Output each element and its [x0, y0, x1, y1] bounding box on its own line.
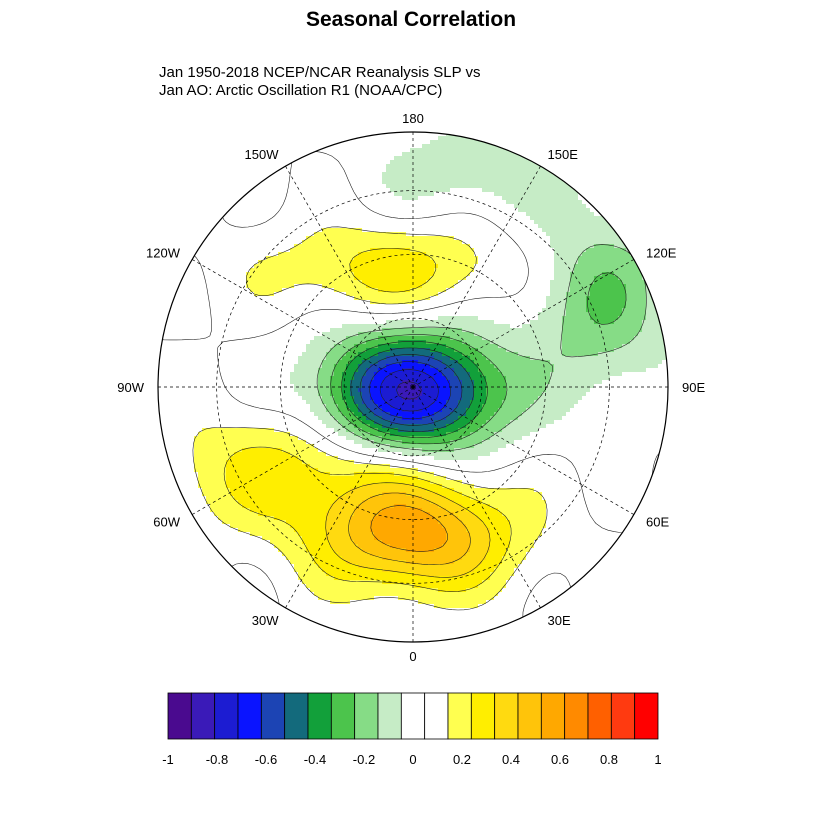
colorbar-swatch [284, 692, 309, 740]
colorbar-legend: -1 -0.8 -0.6 -0.4 -0.2 0 0.2 0.4 0.6 0.8 1 [162, 692, 662, 767]
colorbar-swatch [540, 692, 566, 740]
longitude-label: 0 [409, 649, 416, 664]
colorbar-swatch [400, 692, 426, 740]
longitude-label: 90E [682, 380, 705, 395]
colorbar-tick-label: -0.4 [304, 752, 326, 767]
chart-subtitle-line1: Jan 1950-2018 NCEP/NCAR Reanalysis SLP v… [159, 64, 481, 81]
colorbar-tick-label: 0.6 [551, 752, 569, 767]
colorbar-swatch [447, 692, 472, 740]
map-boundary [157, 131, 669, 643]
colorbar-swatch [470, 692, 496, 740]
meridian-line [412, 259, 634, 388]
colorbar-swatch [424, 692, 449, 740]
colorbar-swatch [517, 692, 542, 740]
colorbar-swatch [494, 692, 519, 740]
meridian-line [412, 386, 634, 515]
meridian-line [412, 386, 541, 608]
meridian-line [412, 166, 541, 388]
correlation-field [158, 132, 668, 642]
longitude-labels: 180 150E 120E 90E 60E 30E 0 30W 60W 90W 120W 150W [117, 111, 705, 664]
colorbar-swatch [587, 692, 612, 740]
longitude-label: 120E [646, 246, 677, 261]
longitude-label: 60E [646, 515, 669, 530]
longitude-label: 180 [402, 111, 424, 126]
longitude-label: 60W [153, 515, 180, 530]
colorbar-tick-label: -0.8 [206, 752, 228, 767]
meridian-line [285, 166, 414, 388]
colorbar-tick-label: 0.8 [600, 752, 618, 767]
meridian-line [192, 259, 414, 388]
meridian-line [285, 386, 414, 608]
colorbar-swatch [260, 692, 286, 740]
chart-subtitle-line2: Jan AO: Arctic Oscillation R1 (NOAA/CPC) [159, 82, 443, 99]
meridian-line [192, 386, 414, 515]
colorbar-swatch [634, 692, 659, 740]
colorbar-swatch [354, 692, 379, 740]
longitude-label: 30E [548, 613, 571, 628]
longitude-label: 150E [548, 147, 579, 162]
colorbar-tick-label: -1 [162, 752, 174, 767]
colorbar-tick-label: 0.4 [502, 752, 520, 767]
longitude-label: 90W [117, 380, 144, 395]
longitude-label: 150W [245, 147, 280, 162]
chart-title: Seasonal Correlation [305, 8, 517, 31]
colorbar-swatch [167, 692, 192, 740]
colorbar-swatch [610, 692, 636, 740]
colorbar-swatch [214, 692, 239, 740]
colorbar-swatch [307, 692, 332, 740]
latitude-circle [216, 190, 610, 584]
colorbar-swatch [564, 692, 589, 740]
colorbar-tick-label: -0.2 [353, 752, 375, 767]
lat-lon-grid [158, 132, 668, 642]
colorbar-tick-label: 1 [654, 752, 661, 767]
longitude-label: 30W [252, 613, 279, 628]
longitude-label: 120W [146, 246, 181, 261]
colorbar-swatch [237, 692, 262, 740]
colorbar-swatch [377, 692, 402, 740]
colorbar-tick-label: -0.6 [255, 752, 277, 767]
colorbar-tick-label: 0 [409, 752, 416, 767]
colorbar-tick-label: 0.2 [453, 752, 471, 767]
colorbar-swatch [190, 692, 216, 740]
colorbar-swatch [330, 692, 356, 740]
